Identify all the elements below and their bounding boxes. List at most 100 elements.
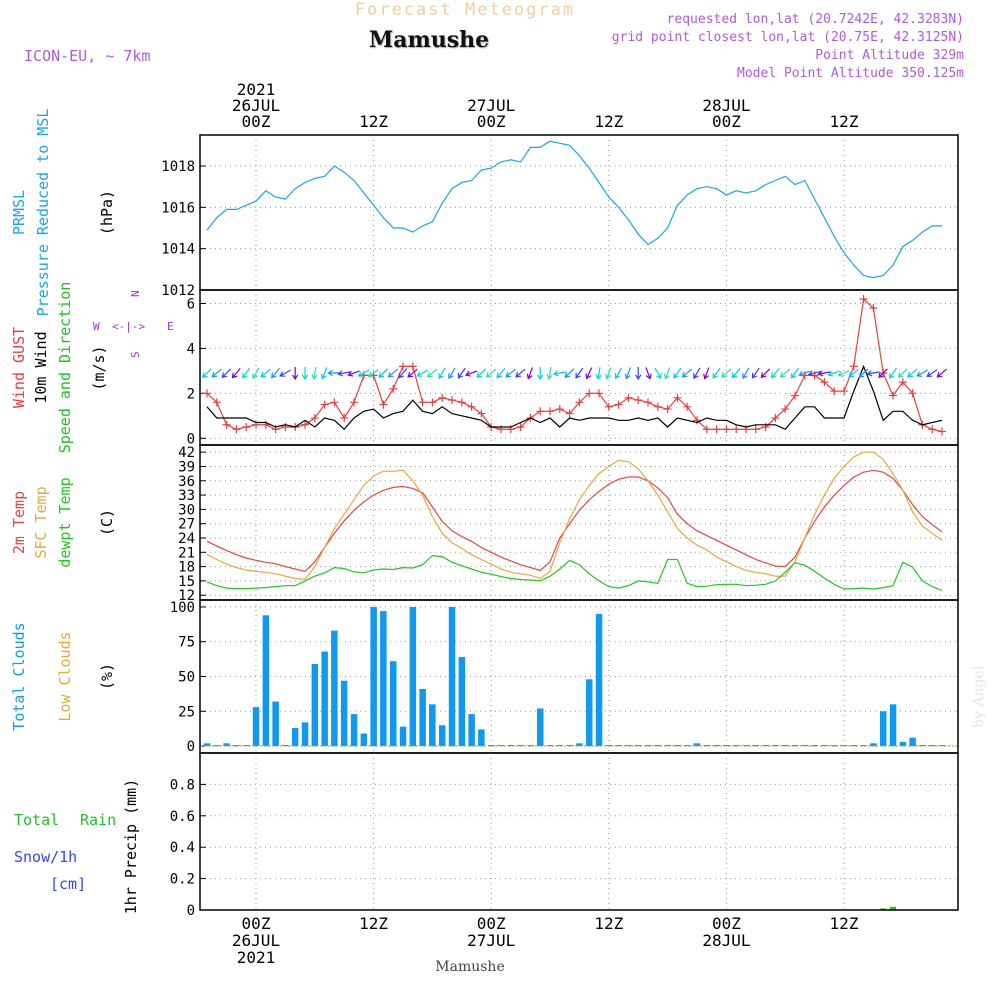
pressure-series	[206, 140, 942, 279]
gust-point	[536, 407, 545, 416]
clouds-bar	[595, 613, 603, 746]
temperature-line-dewpt-temp	[206, 554, 943, 592]
temperature-ytick-label: 42	[178, 445, 195, 461]
clouds-bar	[478, 729, 485, 747]
wind-arrow	[936, 368, 947, 378]
clouds-bar	[213, 745, 221, 746]
clouds-bar	[360, 733, 368, 746]
wind-arrow	[536, 367, 544, 381]
gust-point	[751, 425, 760, 434]
model-label: ICON-EU, ~ 7km	[24, 47, 150, 65]
clouds-bar	[938, 745, 946, 746]
clouds-side-labels: Total Clouds Low Clouds (%)	[10, 622, 116, 730]
clouds-ylabel: (%)	[98, 663, 116, 690]
wind-arrow	[485, 368, 497, 378]
temperature-grid	[200, 445, 958, 600]
clouds-bar	[439, 725, 446, 747]
gust-point	[585, 389, 594, 398]
clouds-bar	[605, 745, 612, 746]
wind-arrow	[663, 367, 671, 380]
gust-point	[242, 423, 251, 432]
top-time-label: 2021	[237, 80, 276, 99]
clouds-bar	[772, 745, 779, 746]
temperature-side-labels: 2m Temp SFC Temp dewpt Temp (C)	[10, 477, 116, 567]
clouds-bar	[684, 745, 691, 746]
wind-arrow	[751, 367, 760, 379]
gust-point	[702, 425, 711, 434]
clouds-bar	[742, 745, 750, 746]
clouds-bar	[782, 745, 789, 746]
temperature-line-2m-temp	[206, 469, 943, 573]
wind-arrow	[260, 368, 271, 378]
gust-point	[928, 425, 937, 434]
gust-point	[595, 389, 603, 398]
clouds-bar	[497, 745, 505, 746]
gust-point	[203, 389, 211, 398]
wind-arrow	[807, 370, 821, 377]
pressure-ytick-label: 1014	[161, 242, 195, 258]
requested-coords: requested lon,lat (20.7242E, 42.3283N)	[667, 12, 964, 27]
wind-arrow	[681, 368, 693, 378]
clouds-bar	[899, 741, 907, 747]
clouds-bar	[556, 745, 563, 746]
gust-point	[663, 405, 672, 414]
clouds-bar	[252, 707, 260, 746]
compass-legend: W <-|-> E N S	[93, 290, 174, 358]
wind-arrow	[464, 370, 478, 377]
clouds-bar	[311, 664, 319, 747]
bottom-time-label: 00Z	[477, 914, 506, 933]
location-title: Mamushe	[369, 27, 489, 53]
compass-south: S	[129, 351, 142, 358]
wind-arrow	[270, 368, 280, 379]
wind-arrow	[515, 368, 526, 378]
precip-frame	[199, 752, 959, 911]
clouds-bar	[272, 701, 279, 746]
clouds-ytick-label: 0	[187, 739, 195, 755]
footer-location: Mamushe	[435, 959, 504, 975]
clouds-bar	[301, 722, 309, 746]
wind-arrow	[614, 367, 623, 380]
wind-arrow	[837, 369, 850, 377]
wind-arrow	[645, 367, 652, 380]
wind-arrow	[231, 368, 241, 379]
gust-point	[712, 425, 721, 434]
wind-arrow	[398, 368, 408, 379]
temperature-side-label: SFC Temp	[32, 486, 50, 558]
gust-point	[908, 389, 917, 398]
wind-arrow	[416, 369, 429, 377]
wind-frame	[199, 289, 959, 446]
wind-ytick-label: 0	[187, 431, 195, 447]
clouds-bar	[419, 689, 426, 746]
clouds-bar	[566, 745, 573, 746]
temperature-ylabel: (C)	[98, 509, 116, 536]
wind-arrow	[866, 370, 880, 377]
clouds-bar	[644, 745, 652, 746]
gust-point	[212, 398, 221, 407]
header: Forecast Meteogram Mamushe ICON-EU, ~ 7k…	[24, 0, 964, 81]
temperature-ytick-label: 18	[178, 560, 195, 576]
pressure-side-label: PRMSL	[10, 190, 28, 235]
wind-arrow	[634, 367, 642, 381]
clouds-bar	[733, 745, 740, 746]
wind-arrow	[211, 368, 222, 378]
gust-point	[820, 378, 829, 387]
gust-point	[722, 425, 731, 434]
gust-point	[310, 414, 319, 423]
clouds-bar	[331, 630, 338, 746]
wind-grid	[200, 290, 958, 445]
wind-arrow	[742, 367, 750, 380]
gust-point	[565, 409, 574, 418]
precip-ytick-label: 0.8	[170, 777, 195, 793]
wind-ytick-label: 2	[187, 386, 195, 402]
precip-ytick-label: 0.6	[170, 809, 195, 825]
bottom-time-label: 12Z	[830, 914, 859, 933]
gust-point	[859, 294, 868, 303]
precip-grid	[200, 753, 958, 911]
gust-point	[830, 387, 839, 396]
top-time-label: 00Z	[712, 112, 741, 131]
clouds-bar	[850, 745, 858, 746]
temperature-ytick-label: 30	[178, 502, 195, 518]
clouds-ytick-label: 50	[178, 670, 195, 686]
wind-arrow	[790, 367, 799, 379]
